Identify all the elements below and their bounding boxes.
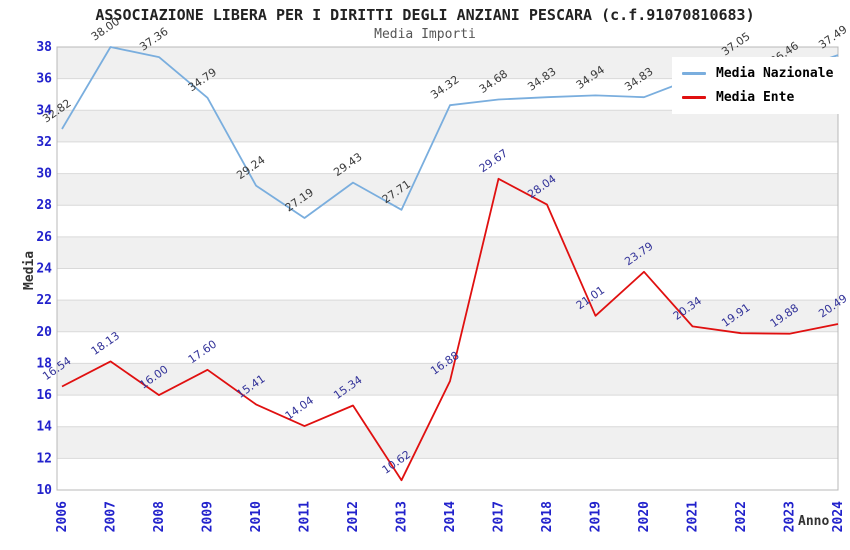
legend-swatch-media-nazionale [682,72,706,75]
band-stripe [57,173,838,206]
x-tick-label: 2009 [201,501,216,532]
x-tick-label: 2014 [443,501,458,532]
legend-label: Media Ente [716,90,795,105]
y-tick-label: 32 [36,135,52,150]
series-line-media-ente [61,177,839,482]
y-tick-label: 24 [36,262,52,277]
plot-border [56,46,839,491]
x-tick-label: 2018 [540,501,555,532]
band-stripe [57,236,838,269]
y-tick-label: 20 [36,325,52,340]
x-tick-label: 2008 [152,501,167,532]
x-tick-label: 2011 [298,501,313,532]
x-tick-label: 2021 [686,501,701,532]
y-tick-label: 30 [36,167,52,182]
x-axis-title: Anno [798,514,829,529]
x-tick-label: 2012 [346,501,361,532]
x-tick-label: 2006 [55,501,70,532]
y-tick-label: 26 [36,230,52,245]
band-stripe [57,363,838,396]
y-tick-label: 22 [36,293,52,308]
x-tick-label: 2019 [589,501,604,532]
x-tick-label: 2020 [637,501,652,532]
x-tick-label: 2023 [783,501,798,532]
x-tick-label: 2017 [492,501,507,532]
band-stripe [57,300,838,332]
legend-entry-media-ente: Media Ente [682,90,833,105]
legend-entry-media-nazionale: Media Nazionale [682,66,833,81]
x-tick-label: 2010 [249,501,264,532]
x-tick-label: 2024 [831,501,846,532]
y-tick-label: 10 [36,483,52,498]
y-tick-label: 14 [36,420,52,435]
y-axis-title: Media [22,251,37,290]
y-tick-label: 28 [36,198,52,213]
legend-label: Media Nazionale [716,66,834,81]
x-tick-label: 2007 [104,501,119,532]
data-label: 38.00 [89,15,122,44]
chart-subtitle: Media Importi [374,27,476,42]
y-tick-label: 18 [36,356,52,371]
band-stripe [57,426,838,459]
chart-title: ASSOCIAZIONE LIBERA PER I DIRITTI DEGLI … [95,6,755,24]
x-tick-label: 2022 [734,501,749,532]
x-tick-label: 2013 [395,501,410,532]
y-tick-label: 16 [36,388,52,403]
y-tick-label: 12 [36,451,52,466]
y-tick-label: 36 [36,72,52,87]
legend: Media Nazionale Media Ente [672,57,846,114]
y-tick-label: 34 [36,103,52,118]
y-tick-label: 38 [36,40,52,55]
legend-swatch-media-ente [682,96,706,99]
band-stripe [57,110,838,142]
